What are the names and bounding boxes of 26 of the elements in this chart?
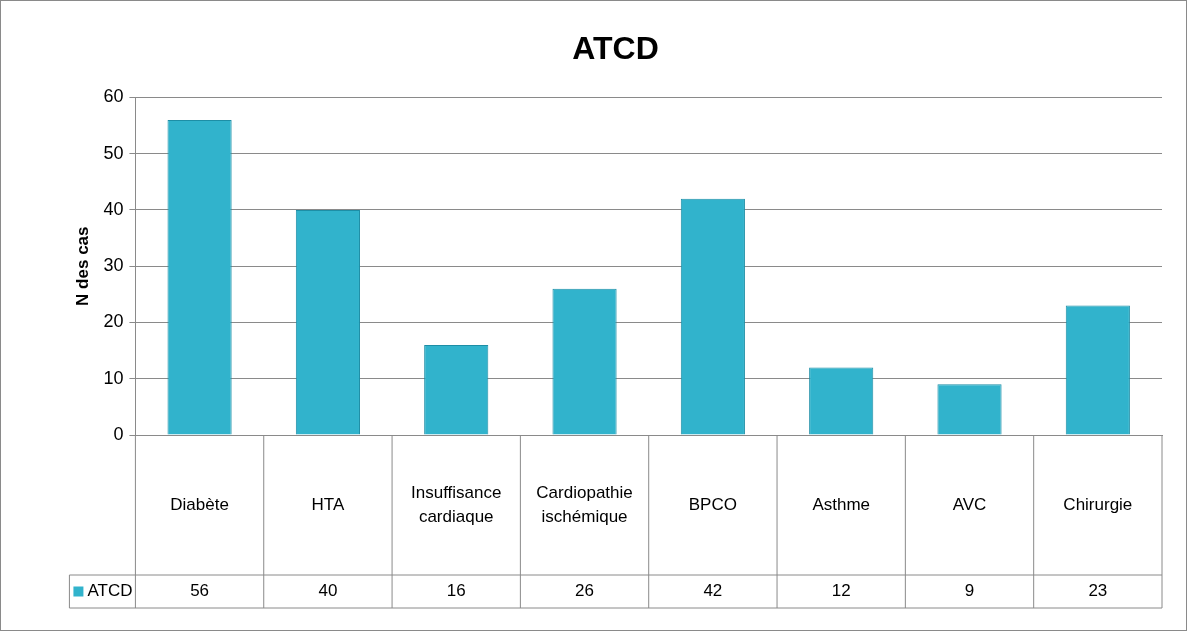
y-tick-label: 50 xyxy=(103,142,124,163)
x-tick-label: HTA xyxy=(311,494,345,514)
x-tick-label: AVC xyxy=(952,494,987,514)
data-label: 26 xyxy=(575,581,595,601)
data-label: 23 xyxy=(1088,581,1108,601)
legend-label: ATCD xyxy=(87,581,133,601)
data-label: 9 xyxy=(964,581,975,601)
x-tick-label: BPCO xyxy=(688,494,737,514)
y-tick-label: 30 xyxy=(103,255,124,276)
data-label: 56 xyxy=(190,581,210,601)
y-axis-title: N des cas xyxy=(72,226,92,306)
x-tick-label: Cardiopathie ischémique xyxy=(536,482,633,526)
data-label: 12 xyxy=(831,581,851,601)
y-tick-label: 40 xyxy=(103,198,124,219)
x-tick-label: Chirurgie xyxy=(1063,494,1133,514)
y-tick-label: 60 xyxy=(103,86,124,107)
data-label: 42 xyxy=(703,581,723,601)
data-label: 40 xyxy=(318,581,338,601)
chart-title: ATCD xyxy=(572,30,659,67)
data-label: 16 xyxy=(446,581,466,601)
x-tick-label: Asthme xyxy=(812,494,871,514)
y-tick-label: 20 xyxy=(103,311,124,332)
y-tick-label: 0 xyxy=(113,423,124,444)
y-tick-label: 10 xyxy=(103,367,124,388)
x-tick-label: Insuffisance cardiaque xyxy=(411,482,502,526)
x-tick-label: Diabète xyxy=(170,494,229,514)
